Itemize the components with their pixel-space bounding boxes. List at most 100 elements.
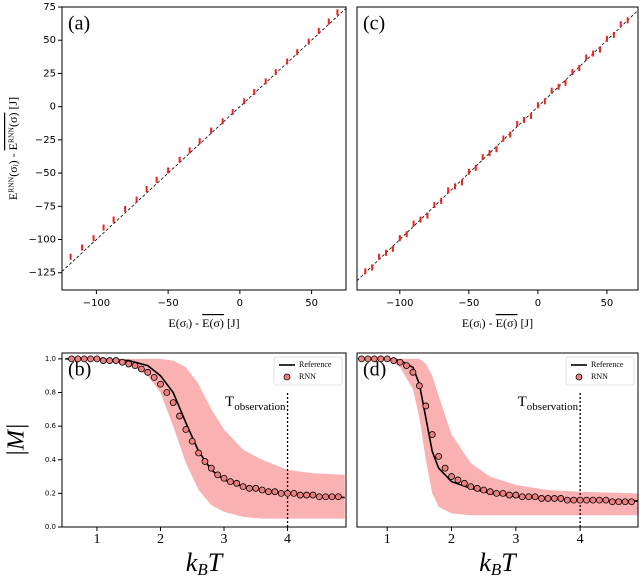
- point: [364, 268, 367, 275]
- point: [619, 21, 622, 28]
- rnn-point: [131, 362, 139, 370]
- rnn-point: [125, 360, 133, 368]
- rnn-point: [467, 483, 475, 491]
- point: [296, 49, 299, 56]
- rnn-point: [138, 365, 145, 373]
- rnn-point: [428, 431, 436, 438]
- y-label-part: [J]: [6, 97, 20, 113]
- point: [210, 127, 213, 134]
- point: [509, 131, 512, 138]
- x-tick-label: 3: [512, 532, 519, 547]
- point: [231, 108, 234, 115]
- rnn-point: [239, 483, 247, 491]
- axes-frame: [61, 352, 347, 528]
- x-tick-label: 1: [93, 532, 100, 547]
- x-tick-label: 3: [221, 532, 228, 547]
- point: [317, 27, 320, 34]
- y-tick-label: 1.0: [45, 355, 56, 363]
- diagonal: [62, 8, 346, 272]
- rnn-point: [150, 373, 158, 381]
- x-tick-label: −50: [458, 298, 479, 309]
- x-tick-label: 1: [384, 532, 391, 547]
- rnn-point: [557, 495, 565, 502]
- rnn-point: [358, 355, 365, 363]
- legend-box: [565, 356, 635, 386]
- rnn-point: [499, 489, 507, 497]
- rnn-point: [315, 493, 323, 501]
- rnn-point: [505, 491, 513, 499]
- rnn-point: [309, 491, 317, 499]
- x-tick-label: 4: [284, 532, 291, 547]
- rnn-point: [525, 493, 533, 501]
- rnn-point: [201, 458, 209, 465]
- point: [155, 176, 158, 183]
- rnn-point: [486, 488, 494, 496]
- y-tick-label: 0.4: [45, 456, 57, 464]
- rnn-point: [93, 355, 101, 363]
- rnn-point: [409, 368, 417, 376]
- y-tick-label: 50: [43, 35, 56, 46]
- y-tick-label: 0.0: [45, 523, 56, 531]
- point: [467, 168, 470, 175]
- legend-marker: [283, 373, 291, 381]
- point: [135, 196, 138, 203]
- rnn-point: [163, 389, 171, 396]
- rnn-point: [538, 495, 545, 502]
- point: [460, 179, 463, 186]
- rnn-point: [390, 357, 398, 364]
- point: [592, 50, 595, 57]
- rnn-point: [370, 355, 378, 363]
- rnn-point: [377, 355, 385, 363]
- axes-frame: [356, 6, 639, 291]
- legend-label: RNN: [299, 372, 316, 381]
- rnn-point: [195, 449, 202, 457]
- point: [612, 31, 615, 38]
- rnn-point: [551, 495, 558, 502]
- point: [391, 245, 394, 252]
- legend-box: [273, 356, 343, 386]
- point: [188, 147, 191, 154]
- rnn-point: [214, 471, 222, 479]
- rnn-point: [328, 493, 336, 501]
- rnn-point: [576, 496, 584, 504]
- y-axis-label: |M|: [4, 423, 30, 456]
- x-tick-label: −100: [386, 298, 413, 309]
- point: [167, 167, 170, 174]
- point: [274, 69, 277, 76]
- rnn-point: [284, 489, 291, 497]
- rnn-point: [188, 437, 196, 445]
- rnn-point: [252, 484, 260, 492]
- rnn-point: [303, 491, 311, 499]
- x-axis-label: E(σᵢ) - E(σ) [J]: [168, 316, 239, 330]
- y-tick-label: −50: [35, 168, 56, 179]
- rnn-point: [563, 496, 571, 504]
- point: [585, 54, 588, 61]
- plot-area: [358, 355, 638, 527]
- x-axis-label: E(σᵢ) - E(σ) [J]: [462, 316, 533, 330]
- point: [384, 249, 387, 256]
- y-tick-label: −100: [29, 235, 56, 246]
- point: [419, 216, 422, 223]
- point: [69, 253, 72, 260]
- rnn-point: [265, 488, 272, 496]
- x-label-part: [J]: [517, 316, 533, 330]
- point: [599, 46, 602, 53]
- x-axis-label: kBT: [186, 548, 224, 579]
- observation-label: Tobservation: [518, 394, 579, 412]
- rnn-point: [334, 493, 342, 501]
- rnn-point: [112, 357, 120, 364]
- point: [92, 235, 95, 242]
- rnn-point: [448, 473, 455, 480]
- y-tick-label: 75: [43, 2, 56, 13]
- x-tick-label: −100: [83, 298, 110, 309]
- point: [178, 156, 181, 163]
- point: [102, 224, 105, 231]
- x-label-part: [J]: [224, 316, 240, 330]
- x-tick-label: −50: [158, 298, 179, 309]
- point: [454, 183, 457, 190]
- plot-area: [65, 355, 345, 527]
- y-tick-label: −25: [35, 135, 56, 146]
- x-tick-label: 2: [157, 532, 164, 547]
- rnn-point: [480, 486, 488, 494]
